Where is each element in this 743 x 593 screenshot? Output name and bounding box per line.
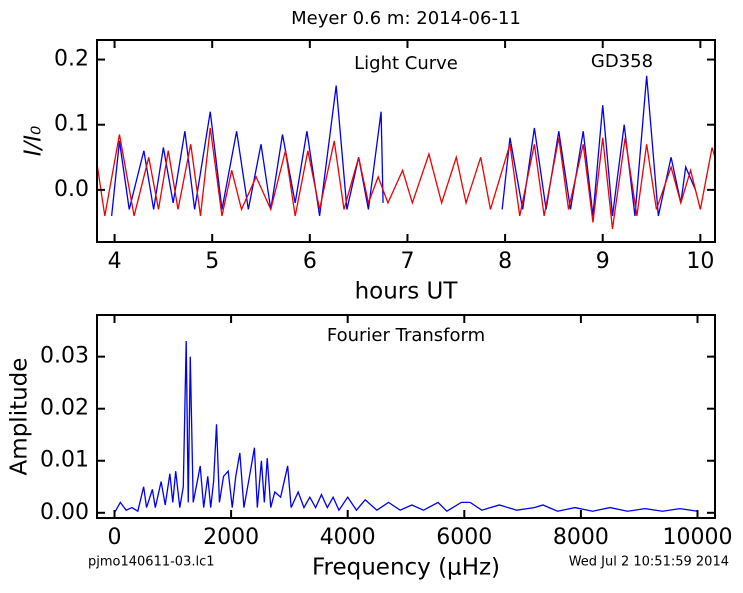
x-tick-label: 6000 <box>436 525 492 550</box>
y-tick-label: 0.0 <box>54 177 89 202</box>
x-tick-label: 6 <box>303 249 317 274</box>
y-tick-label: 0.2 <box>54 47 89 72</box>
x-tick-label: 4 <box>108 249 122 274</box>
annotation: GD358 <box>591 51 653 72</box>
figure-title: Meyer 0.6 m: 2014-06-11 <box>291 8 521 29</box>
y-axis-label: I/I₀ <box>21 126 47 157</box>
x-tick-label: 9 <box>596 249 610 274</box>
footer-left: pjmo140611-03.lc1 <box>88 555 215 570</box>
plot-frame <box>96 314 716 519</box>
y-tick-label: 0.01 <box>40 448 89 473</box>
x-tick-label: 8000 <box>553 525 609 550</box>
data-line <box>110 75 697 217</box>
y-axis-label: Amplitude <box>7 358 33 476</box>
x-tick-label: 4000 <box>320 525 376 550</box>
x-tick-label: 10 <box>686 249 714 274</box>
y-tick-label: 0.00 <box>40 500 89 525</box>
y-tick-label: 0.03 <box>40 344 89 369</box>
x-tick-label: 0 <box>107 525 121 550</box>
annotation: Fourier Transform <box>327 325 485 346</box>
y-tick-label: 0.1 <box>54 112 89 137</box>
x-tick-label: 8 <box>498 249 512 274</box>
data-line <box>113 341 698 514</box>
annotation: Light Curve <box>354 53 458 74</box>
x-tick-label: 5 <box>205 249 219 274</box>
plot-frame <box>96 39 716 243</box>
x-tick-label: 10000 <box>663 525 733 550</box>
x-axis-label: Frequency (μHz) <box>312 555 500 581</box>
x-tick-label: 7 <box>400 249 414 274</box>
x-axis-label: hours UT <box>355 279 459 305</box>
x-tick-label: 2000 <box>203 525 259 550</box>
data-line <box>97 127 715 230</box>
footer-right: Wed Jul 2 10:51:59 2014 <box>569 555 729 570</box>
y-tick-label: 0.02 <box>40 396 89 421</box>
